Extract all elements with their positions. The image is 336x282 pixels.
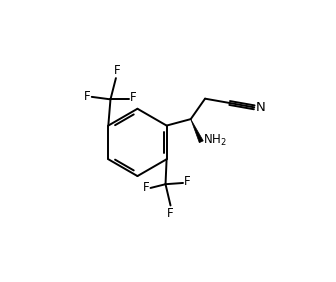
Text: F: F: [143, 181, 150, 195]
Text: N: N: [256, 101, 266, 114]
Text: NH$_2$: NH$_2$: [203, 133, 227, 148]
Text: F: F: [130, 91, 137, 104]
Polygon shape: [191, 119, 203, 143]
Text: F: F: [184, 175, 191, 188]
Text: F: F: [84, 90, 91, 103]
Text: F: F: [114, 64, 120, 77]
Text: F: F: [167, 206, 174, 219]
